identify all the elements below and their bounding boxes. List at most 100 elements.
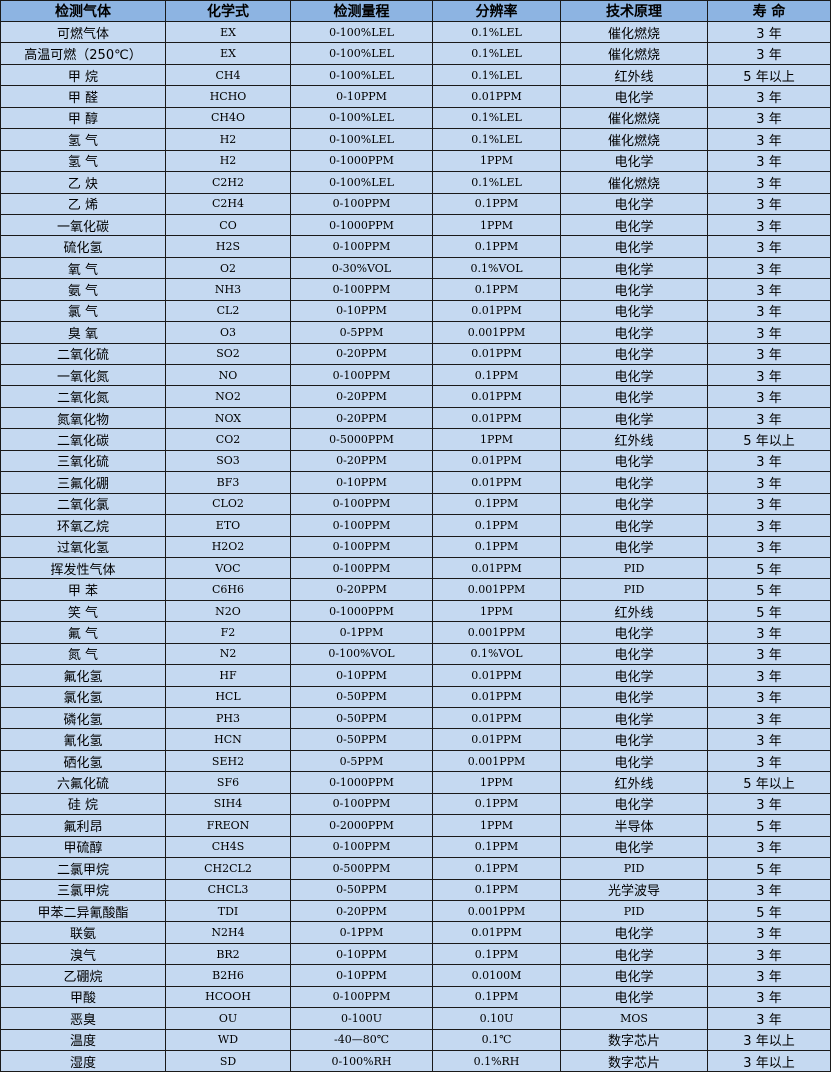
cell-resolution: 0.001PPM [432,749,561,773]
table-row: 高温可燃（250℃） EX 0-100%LEL 0.1%LEL 催化燃烧 3 年 [0,42,831,65]
cell-gas: 氟 气 [0,621,166,644]
cell-lifespan: 3 年 [707,492,831,516]
cell-lifespan: 3 年 [707,299,831,323]
cell-lifespan: 3 年 [707,106,831,130]
table-row: 磷化氢 PH3 0-50PPM 0.01PPM 电化学 3 年 [0,706,831,730]
cell-gas: 二氧化氮 [0,385,166,408]
cell-resolution: 1PPM [432,599,561,623]
header-row: 检测气体 化学式 检测量程 分辨率 技术原理 寿 命 [0,0,831,22]
cell-principle: 电化学 [560,706,708,730]
cell-lifespan: 5 年 [707,814,831,837]
table-row: 氟 气 F2 0-1PPM 0.001PPM 电化学 3 年 [0,621,831,644]
cell-formula: SO3 [165,449,291,473]
cell-lifespan: 3 年以上 [707,1049,831,1073]
cell-lifespan: 3 年 [707,342,831,366]
cell-formula: SD [165,1049,291,1073]
cell-lifespan: 3 年 [707,213,831,237]
cell-principle: 电化学 [560,921,708,944]
cell-principle: PID [560,857,708,880]
table-row: 氯化氢 HCL 0-50PPM 0.01PPM 电化学 3 年 [0,685,831,709]
cell-resolution: 1PPM [432,771,561,794]
cell-principle: 电化学 [560,621,708,644]
cell-range: 0-5PPM [290,749,433,773]
cell-lifespan: 3 年 [707,149,831,173]
table-row: 一氧化碳 CO 0-1000PPM 1PPM 电化学 3 年 [0,213,831,237]
table-row: 环氧乙烷 ETO 0-100PPM 0.1PPM 电化学 3 年 [0,514,831,537]
cell-gas: 三氟化硼 [0,471,166,494]
cell-formula: CO2 [165,428,291,451]
cell-range: 0-100%LEL [290,20,433,44]
cell-gas: 甲 醇 [0,106,166,130]
table-row: 甲硫醇 CH4S 0-100PPM 0.1PPM 电化学 3 年 [0,835,831,859]
cell-formula: EX [165,20,291,44]
cell-lifespan: 3 年 [707,835,831,859]
cell-principle: 电化学 [560,363,708,387]
cell-formula: VOC [165,556,291,580]
cell-range: 0-10PPM [290,299,433,323]
cell-formula: PH3 [165,706,291,730]
cell-principle: 红外线 [560,771,708,794]
table-row: 三氧化硫 SO3 0-20PPM 0.01PPM 电化学 3 年 [0,449,831,473]
cell-range: 0-10PPM [290,942,433,966]
cell-principle: 电化学 [560,535,708,558]
cell-lifespan: 5 年以上 [707,428,831,451]
cell-range: 0-10PPM [290,471,433,494]
cell-gas: 挥发性气体 [0,556,166,580]
cell-formula: CO [165,213,291,237]
cell-principle: 催化燃烧 [560,42,708,65]
cell-resolution: 0.1PPM [432,363,561,387]
cell-range: 0-1000PPM [290,213,433,237]
cell-gas: 可燃气体 [0,20,166,44]
cell-formula: TDI [165,899,291,923]
cell-range: 0-5PPM [290,321,433,344]
table-row: 二氧化碳 CO2 0-5000PPM 1PPM 红外线 5 年以上 [0,428,831,451]
cell-formula: HCOOH [165,985,291,1009]
cell-resolution: 0.001PPM [432,899,561,923]
header-principle: 技术原理 [560,0,708,22]
table-row: 溴气 BR2 0-10PPM 0.1PPM 电化学 3 年 [0,942,831,966]
table-row: 联氨 N2H4 0-1PPM 0.01PPM 电化学 3 年 [0,921,831,944]
cell-principle: 电化学 [560,985,708,1009]
cell-principle: 电化学 [560,235,708,258]
table-row: 氟利昂 FREON 0-2000PPM 1PPM 半导体 5 年 [0,814,831,837]
cell-lifespan: 3 年 [707,42,831,65]
cell-principle: 电化学 [560,256,708,280]
cell-range: 0-30%VOL [290,256,433,280]
cell-range: 0-1000PPM [290,149,433,173]
cell-principle: 电化学 [560,449,708,473]
cell-lifespan: 3 年 [707,942,831,966]
cell-gas: 湿度 [0,1049,166,1073]
cell-gas: 臭 氧 [0,321,166,344]
cell-gas: 溴气 [0,942,166,966]
table-row: 氨 气 NH3 0-100PPM 0.1PPM 电化学 3 年 [0,278,831,301]
cell-principle: 红外线 [560,599,708,623]
cell-principle: 数字芯片 [560,1028,708,1052]
table-row: 过氧化氢 H2O2 0-100PPM 0.1PPM 电化学 3 年 [0,535,831,558]
cell-resolution: 1PPM [432,149,561,173]
cell-resolution: 0.01PPM [432,385,561,408]
cell-formula: NH3 [165,278,291,301]
cell-gas: 氟化氢 [0,664,166,687]
cell-lifespan: 3 年 [707,621,831,644]
cell-range: 0-20PPM [290,385,433,408]
cell-range: 0-100PPM [290,556,433,580]
cell-resolution: 0.1PPM [432,792,561,816]
cell-gas: 氮氧化物 [0,406,166,430]
cell-principle: 催化燃烧 [560,171,708,194]
cell-formula: CH4S [165,835,291,859]
cell-range: 0-100%LEL [290,171,433,194]
cell-gas: 过氧化氢 [0,535,166,558]
cell-gas: 氯 气 [0,299,166,323]
cell-principle: 红外线 [560,428,708,451]
header-formula: 化学式 [165,0,291,22]
header-range: 检测量程 [290,0,433,22]
cell-range: 0-100PPM [290,535,433,558]
cell-resolution: 0.1PPM [432,514,561,537]
cell-formula: ETO [165,514,291,537]
cell-gas: 高温可燃（250℃） [0,42,166,65]
cell-gas: 甲硫醇 [0,835,166,859]
cell-lifespan: 3 年 [707,192,831,215]
cell-range: 0-10PPM [290,664,433,687]
cell-resolution: 0.01PPM [432,406,561,430]
cell-lifespan: 3 年 [707,921,831,944]
